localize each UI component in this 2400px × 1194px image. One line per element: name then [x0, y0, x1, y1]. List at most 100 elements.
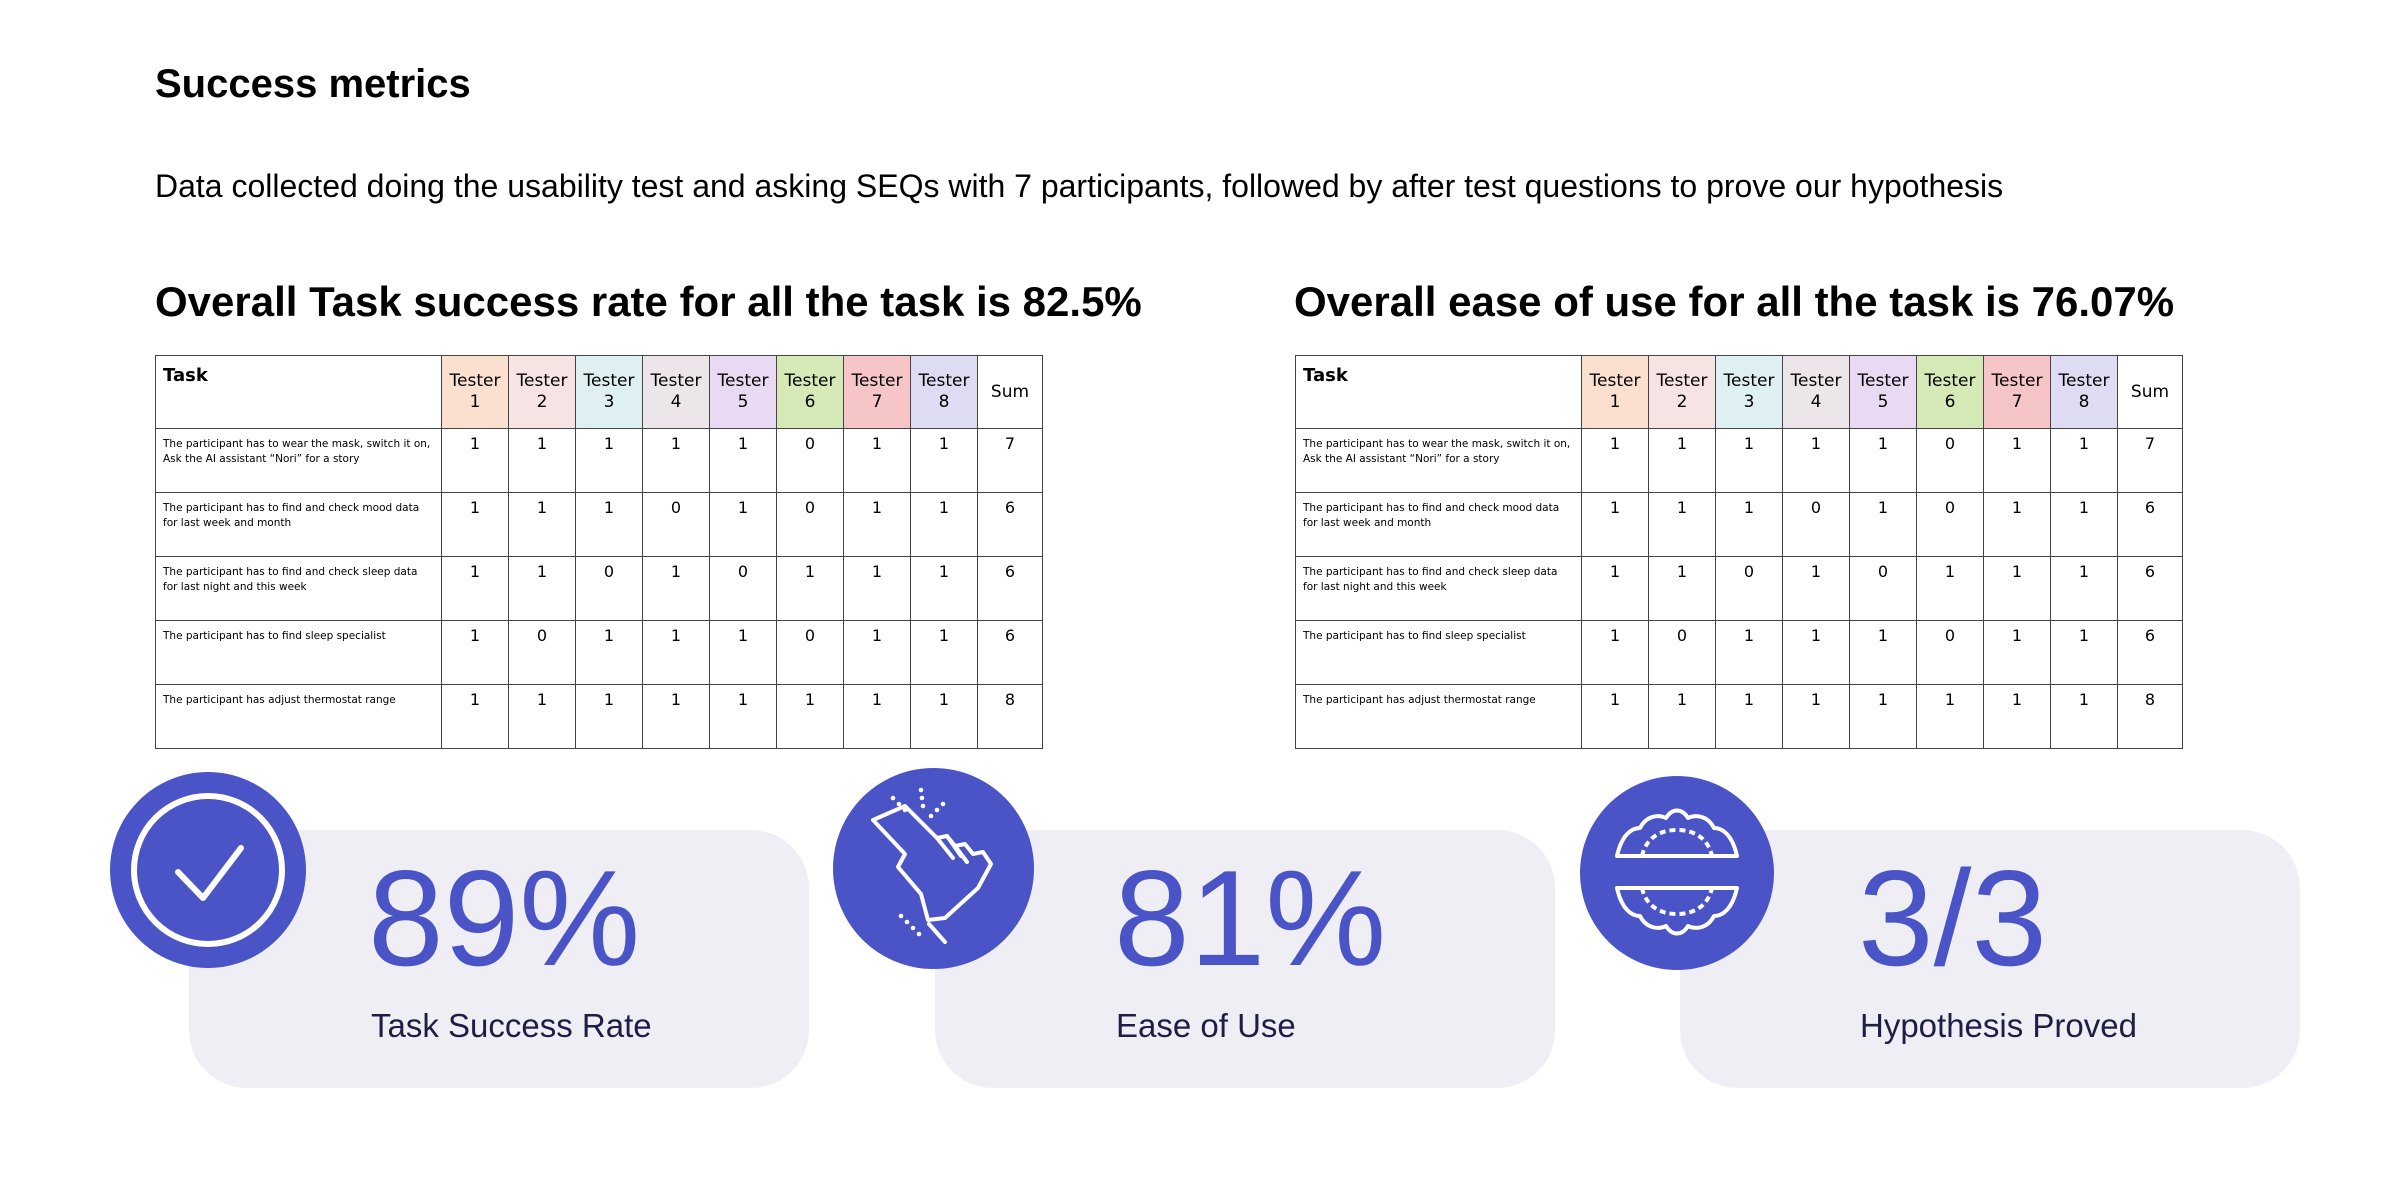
score-cell: 1: [843, 492, 911, 557]
tester-column-header: Tester 1: [441, 355, 509, 429]
score-cell: 1: [1782, 556, 1850, 621]
sum-cell: 6: [977, 556, 1043, 621]
score-cell: 1: [910, 428, 978, 493]
task-description-cell: The participant has to wear the mask, sw…: [155, 428, 442, 493]
score-cell: 1: [910, 620, 978, 685]
tester-column-header: Tester 3: [575, 355, 643, 429]
task-description-cell: The participant has to find and check mo…: [1295, 492, 1582, 557]
table-row: The participant has to find and check sl…: [155, 556, 1043, 621]
score-cell: 1: [1715, 684, 1783, 749]
score-cell: 1: [2050, 620, 2118, 685]
score-cell: 1: [508, 684, 576, 749]
score-cell: 0: [1916, 428, 1984, 493]
score-cell: 0: [776, 428, 844, 493]
score-cell: 0: [709, 556, 777, 621]
score-cell: 0: [1916, 492, 1984, 557]
ease-of-use-table: Task Tester 1 Tester 2 Tester 3 Tester 4 Test…: [1295, 355, 2183, 749]
task-column-header: Task: [1295, 355, 1582, 429]
score-cell: 1: [1581, 620, 1649, 685]
score-cell: 1: [910, 492, 978, 557]
score-cell: 1: [642, 428, 710, 493]
score-cell: 1: [843, 620, 911, 685]
score-cell: 0: [1648, 620, 1716, 685]
tester-column-header: Tester 2: [1648, 355, 1716, 429]
task-description-cell: The participant has to find and check sl…: [1295, 556, 1582, 621]
task-description-cell: The participant has adjust thermostat ra…: [1295, 684, 1582, 749]
score-cell: 1: [709, 684, 777, 749]
table-header-row: Task Tester 1 Tester 2 Tester 3 Tester 4 Test…: [1295, 355, 2183, 429]
score-cell: 1: [2050, 684, 2118, 749]
score-cell: 1: [1581, 428, 1649, 493]
score-cell: 1: [441, 428, 509, 493]
score-cell: 1: [709, 492, 777, 557]
hypothesis-value: 3/3: [1858, 842, 2048, 994]
ease-of-use-card: [935, 830, 1555, 1088]
ease-of-use-heading: Overall ease of use for all the task is …: [1294, 278, 2175, 325]
tester-column-header: Tester 5: [1849, 355, 1917, 429]
score-cell: 1: [709, 428, 777, 493]
score-cell: 1: [1782, 684, 1850, 749]
score-cell: 1: [1916, 684, 1984, 749]
table-header-row: Task Tester 1 Tester 2 Tester 3 Tester 4 Test…: [155, 355, 1043, 429]
ease-of-use-label: Ease of Use: [1116, 1007, 1296, 1044]
score-cell: 0: [776, 620, 844, 685]
tester-column-header: Tester 3: [1715, 355, 1783, 429]
score-cell: 1: [2050, 428, 2118, 493]
score-cell: 1: [441, 556, 509, 621]
score-cell: 1: [642, 620, 710, 685]
tester-column-header: Tester 6: [1916, 355, 1984, 429]
score-cell: 1: [575, 492, 643, 557]
sum-cell: 8: [977, 684, 1043, 749]
table-row: The participant has adjust thermostat ra…: [1295, 684, 2183, 749]
score-cell: 1: [1581, 684, 1649, 749]
sum-cell: 6: [2117, 620, 2183, 685]
tester-column-header: Tester 4: [1782, 355, 1850, 429]
score-cell: 1: [1782, 428, 1850, 493]
tester-column-header: Tester 6: [776, 355, 844, 429]
score-cell: 1: [776, 684, 844, 749]
score-cell: 1: [575, 684, 643, 749]
task-success-value: 89%: [368, 842, 641, 994]
tester-column-header: Tester 4: [642, 355, 710, 429]
score-cell: 1: [1782, 620, 1850, 685]
score-cell: 1: [441, 684, 509, 749]
score-cell: 1: [843, 428, 911, 493]
score-cell: 1: [441, 620, 509, 685]
tester-column-header: Tester 7: [843, 355, 911, 429]
sum-cell: 8: [2117, 684, 2183, 749]
table-row: The participant has to find and check mo…: [155, 492, 1043, 557]
score-cell: 0: [642, 492, 710, 557]
task-success-label: Task Success Rate: [371, 1007, 652, 1044]
task-description-cell: The participant has to find sleep specia…: [155, 620, 442, 685]
score-cell: 1: [910, 556, 978, 621]
tester-column-header: Tester 1: [1581, 355, 1649, 429]
score-cell: 1: [1983, 556, 2051, 621]
score-cell: 1: [1983, 684, 2051, 749]
score-cell: 1: [575, 620, 643, 685]
badge-seal-icon: [1580, 776, 1774, 970]
score-cell: 1: [1648, 428, 1716, 493]
score-cell: 1: [843, 684, 911, 749]
tester-column-header: Tester 7: [1983, 355, 2051, 429]
ease-of-use-value: 81%: [1114, 842, 1387, 994]
score-cell: 0: [508, 620, 576, 685]
score-cell: 1: [1581, 556, 1649, 621]
table-row: The participant has to wear the mask, sw…: [1295, 428, 2183, 493]
score-cell: 1: [508, 492, 576, 557]
score-cell: 1: [1715, 620, 1783, 685]
sum-cell: 6: [2117, 556, 2183, 621]
score-cell: 0: [1715, 556, 1783, 621]
sum-cell: 7: [2117, 428, 2183, 493]
score-cell: 1: [575, 428, 643, 493]
table-row: The participant has to find and check sl…: [1295, 556, 2183, 621]
intro-text: Data collected doing the usability test …: [155, 168, 2004, 204]
table-row: The participant has to find sleep specia…: [155, 620, 1043, 685]
score-cell: 0: [1916, 620, 1984, 685]
score-cell: 1: [1983, 428, 2051, 493]
task-description-cell: The participant has to find sleep specia…: [1295, 620, 1582, 685]
tester-column-header: Tester 5: [709, 355, 777, 429]
task-success-table: Task Tester 1 Tester 2 Tester 3 Tester 4 Test…: [155, 355, 1043, 749]
score-cell: 0: [1849, 556, 1917, 621]
task-description-cell: The participant has to wear the mask, sw…: [1295, 428, 1582, 493]
score-cell: 1: [709, 620, 777, 685]
